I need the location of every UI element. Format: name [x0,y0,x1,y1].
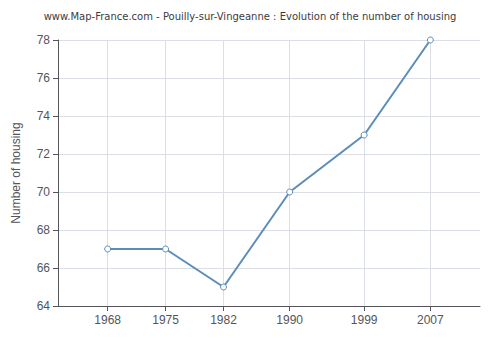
svg-text:www.Map-France.com - Pouilly-s: www.Map-France.com - Pouilly-sur-Vingean… [44,11,457,22]
svg-text:76: 76 [37,71,51,85]
svg-text:2007: 2007 [417,313,444,327]
svg-text:64: 64 [37,299,51,313]
svg-text:1990: 1990 [276,313,303,327]
svg-text:78: 78 [37,33,51,47]
svg-text:66: 66 [37,261,51,275]
svg-text:1968: 1968 [94,313,121,327]
svg-text:68: 68 [37,223,51,237]
svg-text:70: 70 [37,185,51,199]
svg-text:74: 74 [37,109,51,123]
svg-text:1999: 1999 [351,313,378,327]
svg-text:72: 72 [37,147,51,161]
svg-text:1975: 1975 [152,313,179,327]
svg-text:Number of housing: Number of housing [9,122,23,223]
svg-text:1982: 1982 [210,313,237,327]
